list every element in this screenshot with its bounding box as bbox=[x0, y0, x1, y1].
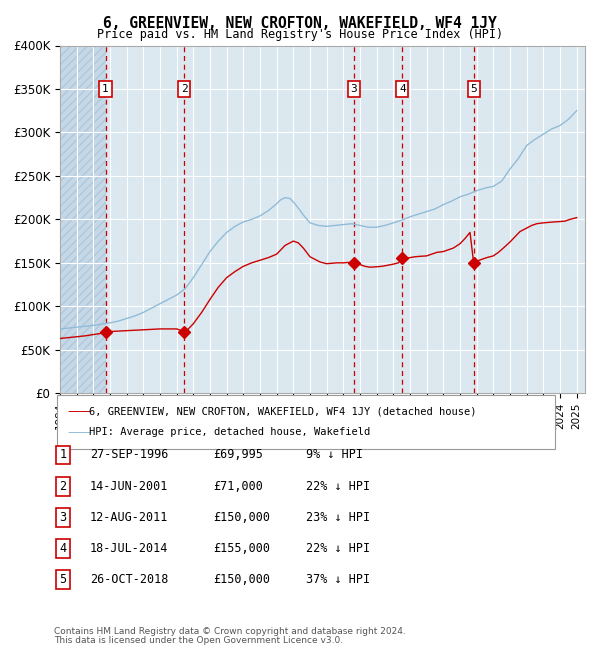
Text: 22% ↓ HPI: 22% ↓ HPI bbox=[306, 480, 370, 493]
Text: 1: 1 bbox=[59, 448, 67, 461]
Text: 1: 1 bbox=[102, 84, 109, 94]
Text: 6, GREENVIEW, NEW CROFTON, WAKEFIELD, WF4 1JY: 6, GREENVIEW, NEW CROFTON, WAKEFIELD, WF… bbox=[103, 16, 497, 31]
Text: 5: 5 bbox=[470, 84, 477, 94]
Text: 5: 5 bbox=[59, 573, 67, 586]
Text: 2: 2 bbox=[59, 480, 67, 493]
Text: Price paid vs. HM Land Registry's House Price Index (HPI): Price paid vs. HM Land Registry's House … bbox=[97, 28, 503, 41]
Text: £69,995: £69,995 bbox=[213, 448, 263, 461]
Text: 27-SEP-1996: 27-SEP-1996 bbox=[90, 448, 169, 461]
Text: 3: 3 bbox=[350, 84, 357, 94]
Text: 4: 4 bbox=[59, 542, 67, 555]
Text: 14-JUN-2001: 14-JUN-2001 bbox=[90, 480, 169, 493]
Text: 26-OCT-2018: 26-OCT-2018 bbox=[90, 573, 169, 586]
Text: 9% ↓ HPI: 9% ↓ HPI bbox=[306, 448, 363, 461]
Text: £150,000: £150,000 bbox=[213, 511, 270, 524]
Text: 22% ↓ HPI: 22% ↓ HPI bbox=[306, 542, 370, 555]
Text: 12-AUG-2011: 12-AUG-2011 bbox=[90, 511, 169, 524]
Text: 23% ↓ HPI: 23% ↓ HPI bbox=[306, 511, 370, 524]
Text: 37% ↓ HPI: 37% ↓ HPI bbox=[306, 573, 370, 586]
Text: ——: —— bbox=[67, 405, 92, 418]
Text: £71,000: £71,000 bbox=[213, 480, 263, 493]
Text: £150,000: £150,000 bbox=[213, 573, 270, 586]
Text: This data is licensed under the Open Government Licence v3.0.: This data is licensed under the Open Gov… bbox=[54, 636, 343, 645]
Text: 2: 2 bbox=[181, 84, 188, 94]
Text: 3: 3 bbox=[59, 511, 67, 524]
Text: Contains HM Land Registry data © Crown copyright and database right 2024.: Contains HM Land Registry data © Crown c… bbox=[54, 627, 406, 636]
Text: 6, GREENVIEW, NEW CROFTON, WAKEFIELD, WF4 1JY (detached house): 6, GREENVIEW, NEW CROFTON, WAKEFIELD, WF… bbox=[89, 406, 476, 417]
Text: £155,000: £155,000 bbox=[213, 542, 270, 555]
Bar bbox=[60, 46, 106, 393]
Text: 18-JUL-2014: 18-JUL-2014 bbox=[90, 542, 169, 555]
Text: 4: 4 bbox=[399, 84, 406, 94]
Text: ——: —— bbox=[67, 426, 92, 439]
Text: HPI: Average price, detached house, Wakefield: HPI: Average price, detached house, Wake… bbox=[89, 427, 370, 437]
